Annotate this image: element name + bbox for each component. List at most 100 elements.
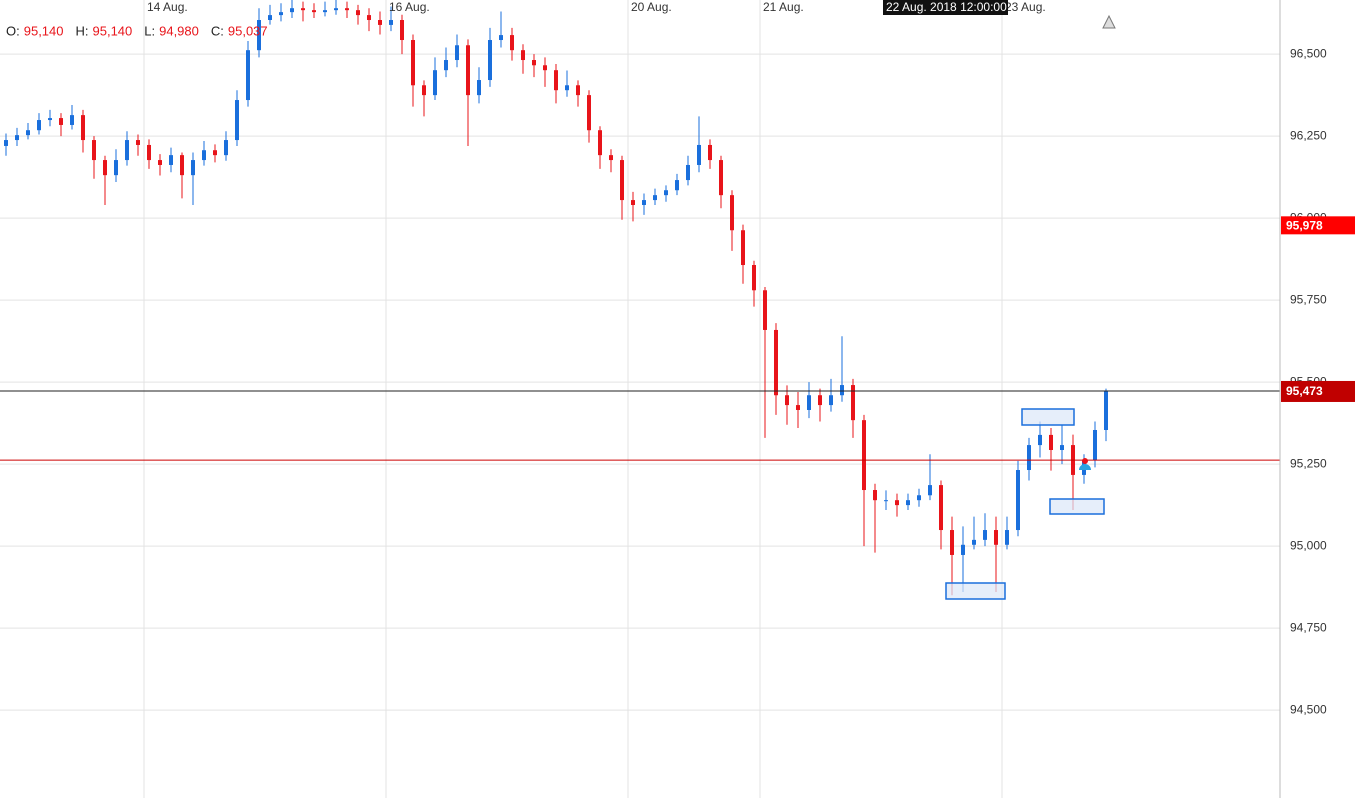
ohlc-value: 94,980 (159, 23, 199, 38)
candle-body (686, 164, 690, 181)
candle-body (158, 160, 162, 165)
candle-body (554, 70, 558, 91)
candle-body (807, 395, 811, 410)
candle-body (796, 405, 800, 410)
candle-body (422, 85, 426, 96)
candle-body (532, 60, 536, 66)
candle-body (411, 40, 415, 86)
candle-body (312, 10, 316, 13)
candle-body (81, 115, 85, 141)
candle-body (873, 490, 877, 501)
candle-body (1093, 429, 1097, 461)
candle-body (345, 8, 349, 11)
candle-body (125, 140, 129, 161)
candle-body (543, 65, 547, 71)
crosshair-label: 22 Aug. 2018 12:00:00 (886, 0, 1007, 14)
candle-body (92, 140, 96, 161)
candle-body (642, 200, 646, 205)
candle-body (1038, 434, 1042, 446)
candle-body (224, 140, 228, 156)
alert-price-box (1281, 216, 1355, 235)
candle-body (103, 160, 107, 176)
candle-body (389, 20, 393, 25)
marker-icon (1079, 464, 1091, 470)
candle-body (763, 290, 767, 330)
candle-body (147, 144, 151, 161)
y-tick-label: 94,500 (1290, 702, 1327, 716)
candle-body (631, 200, 635, 205)
candle-body (928, 485, 932, 496)
x-tick-label: 21 Aug. (763, 0, 804, 14)
y-tick-label: 96,500 (1290, 46, 1327, 60)
candle-body (884, 500, 888, 502)
candle-body (840, 385, 844, 396)
last-price-label: 95,473 (1286, 384, 1323, 398)
candle-body (851, 385, 855, 421)
candle-body (268, 15, 272, 21)
candle-body (983, 530, 987, 540)
candle-body (565, 85, 569, 91)
candle-body (136, 140, 140, 145)
candle-body (235, 100, 239, 141)
candle-body (59, 118, 63, 125)
candle-body (972, 539, 976, 545)
candle-body (741, 230, 745, 266)
marker-icon (1082, 458, 1088, 464)
ohlc-key: C: (211, 23, 224, 38)
candle-body (334, 8, 338, 11)
candle-body (664, 190, 668, 196)
candle-body (774, 329, 778, 396)
ohlc-value: 95,037 (228, 23, 268, 38)
candle-layer (0, 0, 1280, 596)
candle-body (719, 160, 723, 196)
candle-body (488, 40, 492, 81)
alert-price-label: 95,978 (1286, 219, 1323, 233)
candle-body (466, 45, 470, 96)
candle-body (752, 265, 756, 291)
candle-body (1016, 470, 1020, 531)
candle-body (48, 118, 52, 121)
candle-body (400, 20, 404, 41)
candle-body (939, 485, 943, 531)
candle-body (180, 155, 184, 176)
candle-body (499, 35, 503, 41)
candle-body (70, 115, 74, 125)
home-icon[interactable] (1102, 14, 1116, 29)
candle-body (510, 35, 514, 51)
candle-body (895, 500, 899, 506)
candle-body (708, 144, 712, 161)
candle-body (367, 15, 371, 21)
x-tick-label: 20 Aug. (631, 0, 672, 14)
x-tick-label: 16 Aug. (389, 0, 430, 14)
candle-body (576, 85, 580, 96)
ohlc-key: H: (76, 23, 89, 38)
y-tick-label: 96,250 (1290, 128, 1327, 142)
candle-body (202, 150, 206, 161)
candle-body (598, 130, 602, 156)
candle-body (257, 20, 261, 51)
candle-body (1005, 530, 1009, 545)
x-tick-label: 14 Aug. (147, 0, 188, 14)
candle-body (862, 420, 866, 491)
label-layer: 94,50094,75095,00095,25095,50095,75096,0… (6, 0, 1355, 716)
candle-body (917, 495, 921, 501)
candle-body (1104, 390, 1108, 430)
candle-body (191, 160, 195, 176)
y-tick-label: 94,750 (1290, 620, 1327, 634)
candle-body (433, 70, 437, 96)
candle-body (697, 144, 701, 165)
last-price-box (1281, 380, 1355, 402)
grid-layer (0, 0, 1280, 798)
candle-body (730, 195, 734, 231)
candle-body (290, 8, 294, 13)
y-tick-label: 95,250 (1290, 456, 1327, 470)
ohlc-value: 95,140 (24, 23, 64, 38)
candle-body (1060, 445, 1064, 451)
highlight-box (1049, 498, 1105, 515)
ohlc-key: L: (144, 23, 155, 38)
candle-body (906, 500, 910, 506)
candle-body (15, 135, 19, 141)
y-tick-label: 95,000 (1290, 538, 1327, 552)
candle-body (37, 120, 41, 131)
